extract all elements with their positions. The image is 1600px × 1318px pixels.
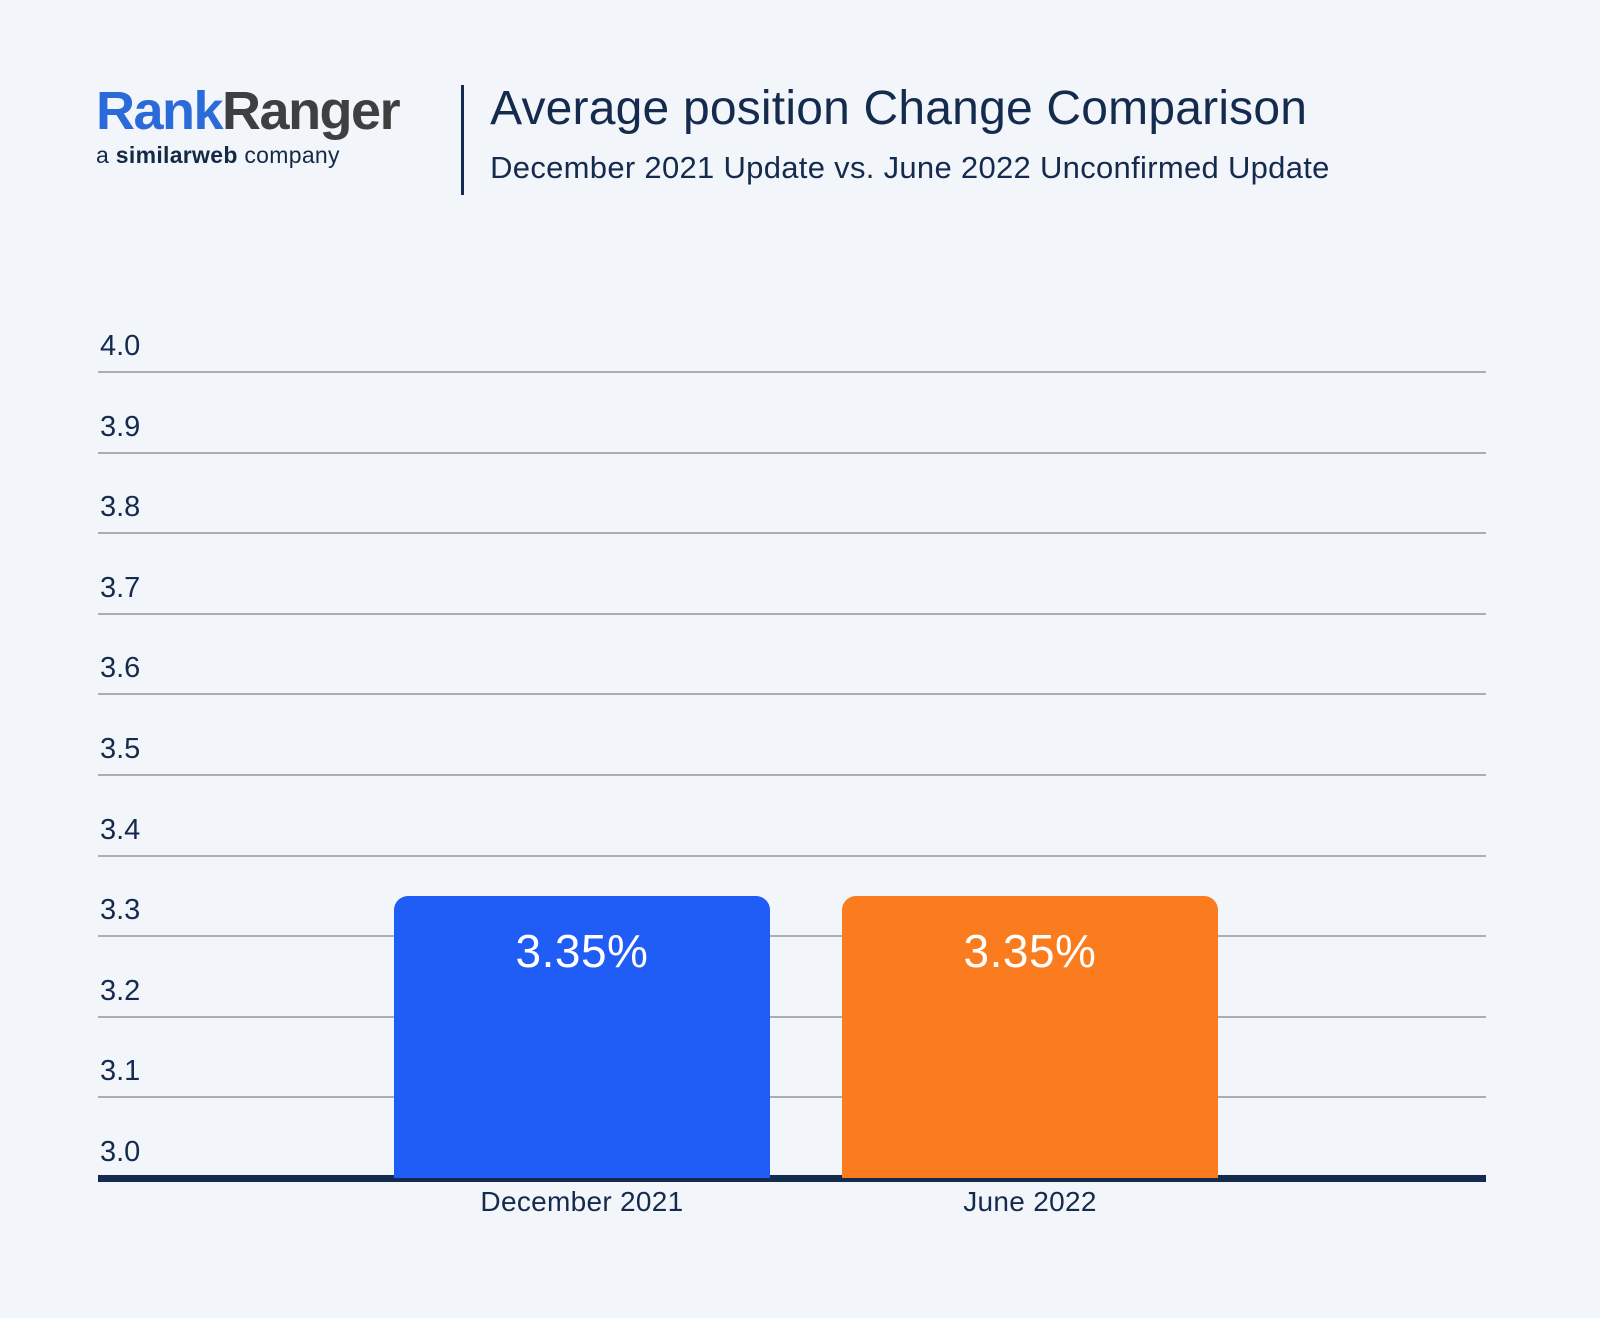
logo-rank-text: Rank [96, 81, 224, 141]
logo-wordmark: RankRanger [96, 81, 401, 141]
gridline [98, 1015, 1486, 1018]
page-title: Average position Change Comparison [490, 82, 1308, 135]
bar-value-label: 3.35% [963, 924, 1097, 977]
title-block: Average position Change Comparison Decem… [490, 82, 1330, 186]
category-label: June 2022 [963, 1186, 1097, 1217]
y-tick-label: 3.5 [100, 733, 141, 765]
y-tick-label: 4.0 [100, 330, 141, 362]
y-tick-label: 3.9 [100, 410, 141, 443]
y-tick-label: 3.0 [100, 1136, 141, 1168]
y-tick-label: 3.6 [100, 652, 141, 685]
bar-value-label: 3.35% [515, 924, 649, 977]
y-tick-label: 3.2 [100, 974, 141, 1007]
gridline [98, 774, 1486, 776]
x-axis-line [98, 1175, 1486, 1182]
title-divider [461, 85, 465, 195]
y-tick-label: 3.7 [100, 571, 141, 604]
plot-area: 4.0 3.9 3.8 3.7 3.6 3.5 3.4 3.3 3.2 3.1 3.0 3.35% De… [98, 0, 1486, 1318]
rankranger-logo: RankRanger a similarweb company [96, 81, 401, 169]
y-tick-label: 3.8 [100, 491, 141, 524]
logo-tagline: a similarweb company [96, 142, 399, 169]
gridline [98, 451, 1486, 454]
logo-tagline-prefix: a [96, 142, 116, 168]
gridline [98, 854, 1486, 857]
logo-ranger-text: Ranger [222, 81, 401, 141]
gridline [98, 935, 1486, 938]
page-subtitle: December 2021 Update vs. June 2022 Uncon… [490, 150, 1330, 186]
logo-tagline-brand: similarweb [115, 142, 238, 168]
logo-tagline-suffix: company [237, 142, 340, 168]
header: RankRanger a similarweb company Average … [96, 81, 1330, 195]
y-tick-label: 3.4 [100, 813, 141, 846]
gridline [98, 612, 1486, 615]
gridline [98, 1096, 1486, 1099]
y-tick-label: 3.1 [100, 1055, 141, 1088]
gridline [98, 532, 1486, 535]
bar-june-2022: 3.35% [842, 895, 1218, 1178]
category-label: December 2021 [480, 1186, 684, 1217]
y-tick-label: 3.3 [100, 894, 141, 927]
gridline [98, 371, 1486, 373]
gridline [98, 693, 1486, 696]
bar-december-2021: 3.35% [394, 895, 770, 1178]
